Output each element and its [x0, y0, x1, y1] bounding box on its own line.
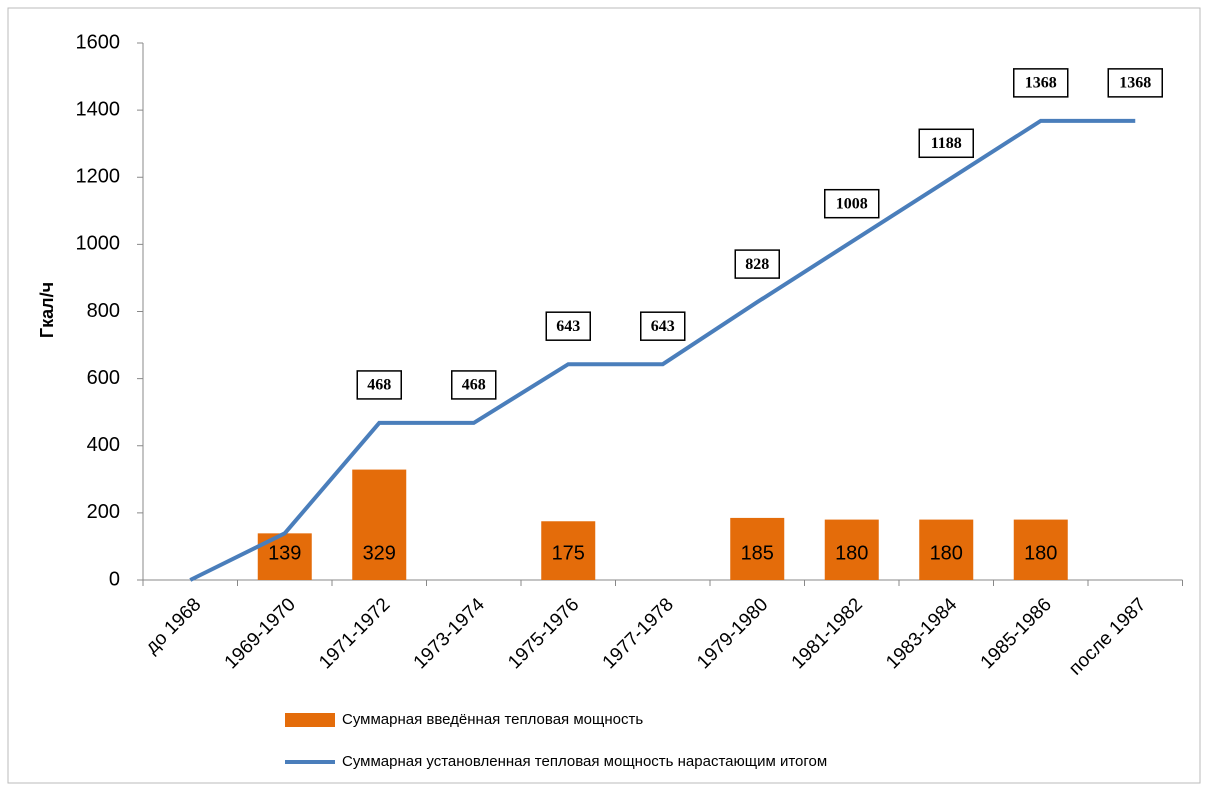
line-value-label: 643 — [556, 318, 580, 335]
bar — [919, 519, 974, 580]
line-value-label: 1368 — [1025, 75, 1057, 92]
line-value-label: 643 — [651, 318, 675, 335]
data-label-box — [918, 128, 974, 159]
line-value-label: 1188 — [931, 135, 962, 152]
data-label-box — [734, 249, 780, 279]
bar — [730, 517, 785, 580]
y-tick-label: 200 — [87, 501, 120, 523]
data-label-box — [356, 370, 402, 400]
bar-value-label: 185 — [741, 542, 774, 564]
line-value-label: 1008 — [836, 195, 868, 212]
y-tick-label: 600 — [87, 367, 120, 389]
bar-value-label: 180 — [1024, 542, 1057, 564]
bar — [352, 469, 407, 580]
y-tick-label: 400 — [87, 434, 120, 456]
data-label-box — [1013, 68, 1069, 98]
bar-value-label: 139 — [268, 542, 301, 564]
data-label-box — [1107, 68, 1163, 98]
line-value-label: 828 — [745, 256, 769, 273]
line-value-label: 1368 — [1119, 75, 1151, 92]
bar-value-label: 180 — [930, 542, 963, 564]
line-value-label: 468 — [462, 377, 486, 394]
legend-label: Суммарная введённая тепловая мощность — [342, 711, 643, 728]
bar — [1013, 519, 1068, 580]
data-label-box — [824, 188, 880, 219]
y-tick-label: 1000 — [76, 233, 121, 255]
chart-frame — [7, 7, 1201, 784]
y-axis-title: Гкал/ч — [37, 282, 57, 338]
bar — [824, 519, 879, 580]
y-tick-label: 1200 — [76, 166, 121, 188]
y-tick-label: 1400 — [76, 98, 121, 120]
bar-value-label: 329 — [363, 542, 396, 564]
data-label-box — [451, 370, 497, 400]
bar-value-label: 175 — [552, 542, 585, 564]
y-tick-label: 0 — [109, 568, 120, 590]
bar — [541, 521, 596, 580]
y-tick-label: 800 — [87, 300, 120, 322]
line — [189, 118, 1136, 582]
line-value-label: 468 — [367, 377, 391, 394]
bar-value-label: 180 — [835, 542, 868, 564]
y-tick-label: 1600 — [76, 31, 121, 53]
legend-label: Суммарная установленная тепловая мощност… — [342, 753, 827, 770]
legend-swatch — [285, 713, 335, 727]
data-label-box — [640, 311, 686, 341]
data-label-box — [545, 311, 591, 341]
